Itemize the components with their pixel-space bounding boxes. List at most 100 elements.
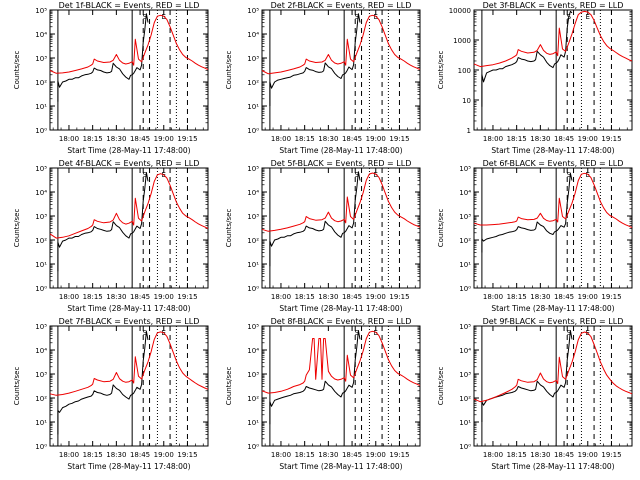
x-axis-label: Start Time (28-May-11 17:48:00) bbox=[491, 146, 614, 155]
y-tick-label: 10¹ bbox=[35, 103, 47, 111]
x-axis-label: Start Time (28-May-11 17:48:00) bbox=[67, 462, 190, 471]
y-tick-label: 10⁴ bbox=[35, 31, 47, 39]
y-tick-label: 10⁵ bbox=[35, 165, 47, 173]
x-tick-label: 18:45 bbox=[342, 451, 362, 459]
plot-frame bbox=[261, 325, 421, 447]
interval-marker-label: E bbox=[586, 171, 590, 179]
y-tick-label: 10² bbox=[35, 395, 47, 403]
x-axis-label: Start Time (28-May-11 17:48:00) bbox=[67, 304, 190, 313]
x-tick-label: 18:45 bbox=[342, 293, 362, 301]
x-tick-label: 19:15 bbox=[601, 135, 621, 143]
series-events-line bbox=[269, 13, 361, 106]
y-tick-label: 10⁴ bbox=[35, 347, 47, 355]
x-tick-label: 18:15 bbox=[83, 451, 103, 459]
panel-1: Det 1f-BLACK = Events, RED = LLD Counts/s… bbox=[13, 1, 209, 155]
panel-title: Det 8f-BLACK = Events, RED = LLD bbox=[271, 317, 412, 326]
x-tick-label: 19:15 bbox=[177, 135, 197, 143]
interval-marker-label: E bbox=[162, 13, 166, 21]
x-tick-label: 18:45 bbox=[342, 135, 362, 143]
y-axis-label: Counts/sec bbox=[225, 367, 233, 406]
plot-frame bbox=[261, 167, 421, 289]
panel-title: Det 7f-BLACK = Events, RED = LLD bbox=[59, 317, 200, 326]
panel-2: Det 2f-BLACK = Events, RED = LLD Counts/s… bbox=[225, 1, 421, 155]
y-tick-label: 10⁴ bbox=[247, 31, 259, 39]
panel-title: Det 4f-BLACK = Events, RED = LLD bbox=[59, 159, 200, 168]
panel-3: Det 3f-BLACK = Events, RED = LLD Counts/s… bbox=[437, 1, 633, 155]
interval-marker-label: S bbox=[567, 171, 572, 179]
interval-marker-label: S bbox=[355, 171, 360, 179]
x-tick-label: 18:15 bbox=[507, 135, 527, 143]
interval-marker-label: S bbox=[143, 171, 148, 179]
y-tick-label: 10² bbox=[247, 395, 259, 403]
panel-6: Det 6f-BLACK = Events, RED = LLD Counts/s… bbox=[437, 159, 633, 313]
y-tick-label: 10⁵ bbox=[459, 165, 471, 173]
y-tick-label: 10⁰ bbox=[247, 127, 259, 135]
panel-title: Det 3f-BLACK = Events, RED = LLD bbox=[483, 1, 624, 10]
interval-marker-label: S bbox=[355, 13, 360, 21]
y-tick-label: 10000 bbox=[449, 7, 471, 15]
y-axis-label: Counts/sec bbox=[13, 367, 21, 406]
x-tick-label: 18:15 bbox=[83, 135, 103, 143]
x-tick-label: 18:45 bbox=[130, 451, 150, 459]
series-lld-line bbox=[261, 330, 421, 394]
y-tick-label: 10⁰ bbox=[35, 285, 47, 293]
x-axis-label: Start Time (28-May-11 17:48:00) bbox=[491, 304, 614, 313]
x-tick-label: 18:00 bbox=[483, 451, 503, 459]
y-tick-label: 10⁰ bbox=[459, 285, 471, 293]
interval-marker-label: S bbox=[143, 329, 148, 337]
x-tick-label: 18:00 bbox=[271, 451, 291, 459]
panel-9: Det 9f-BLACK = Events, RED = LLD Counts/s… bbox=[437, 317, 633, 471]
y-tick-label: 10¹ bbox=[247, 261, 259, 269]
y-tick-label: 10⁰ bbox=[247, 285, 259, 293]
plot-frame bbox=[261, 9, 421, 131]
y-tick-label: 10⁵ bbox=[247, 165, 259, 173]
x-tick-label: 18:15 bbox=[83, 293, 103, 301]
y-tick-label: 10¹ bbox=[35, 419, 47, 427]
y-tick-label: 10⁴ bbox=[459, 189, 471, 197]
x-tick-label: 19:00 bbox=[578, 293, 598, 301]
x-tick-label: 18:00 bbox=[59, 135, 79, 143]
y-axis-label: Counts/sec bbox=[437, 209, 445, 248]
x-axis-label: Start Time (28-May-11 17:48:00) bbox=[279, 304, 402, 313]
x-tick-label: 19:15 bbox=[601, 451, 621, 459]
interval-marker-label: S bbox=[355, 329, 360, 337]
interval-marker-label: S bbox=[567, 329, 572, 337]
y-tick-label: 10⁰ bbox=[459, 443, 471, 451]
y-tick-label: 10³ bbox=[35, 213, 47, 221]
series-lld-line bbox=[473, 172, 633, 229]
series-lld-line bbox=[49, 14, 209, 74]
x-tick-label: 18:00 bbox=[271, 135, 291, 143]
x-axis-label: Start Time (28-May-11 17:48:00) bbox=[279, 462, 402, 471]
series-events-line bbox=[57, 172, 149, 272]
panel-5: Det 5f-BLACK = Events, RED = LLD Counts/s… bbox=[225, 159, 421, 313]
x-tick-label: 18:30 bbox=[530, 293, 550, 301]
x-tick-label: 18:45 bbox=[554, 135, 574, 143]
x-axis-label: Start Time (28-May-11 17:48:00) bbox=[67, 146, 190, 155]
panel-4: Det 4f-BLACK = Events, RED = LLD Counts/s… bbox=[13, 159, 209, 313]
y-tick-label: 10⁰ bbox=[35, 443, 47, 451]
series-lld-line bbox=[49, 173, 209, 239]
x-tick-label: 18:15 bbox=[507, 293, 527, 301]
panel-title: Det 1f-BLACK = Events, RED = LLD bbox=[59, 1, 200, 10]
x-tick-label: 18:30 bbox=[106, 451, 126, 459]
x-tick-label: 19:00 bbox=[154, 135, 174, 143]
y-tick-label: 10⁴ bbox=[247, 347, 259, 355]
y-axis-label: Counts/sec bbox=[437, 367, 445, 406]
panel-8: Det 8f-BLACK = Events, RED = LLD Counts/s… bbox=[225, 317, 421, 471]
series-lld-line bbox=[49, 331, 209, 396]
x-tick-label: 19:00 bbox=[578, 451, 598, 459]
y-tick-label: 10¹ bbox=[247, 103, 259, 111]
y-tick-label: 10² bbox=[247, 237, 259, 245]
y-tick-label: 10¹ bbox=[459, 419, 471, 427]
x-tick-label: 18:30 bbox=[530, 135, 550, 143]
x-tick-label: 19:00 bbox=[154, 451, 174, 459]
x-tick-label: 19:00 bbox=[366, 293, 386, 301]
x-tick-label: 19:00 bbox=[578, 135, 598, 143]
x-tick-label: 18:30 bbox=[106, 293, 126, 301]
y-axis-label: Counts/sec bbox=[225, 209, 233, 248]
x-tick-label: 19:15 bbox=[389, 451, 409, 459]
y-axis-label: Counts/sec bbox=[13, 209, 21, 248]
x-tick-label: 18:15 bbox=[295, 451, 315, 459]
x-tick-label: 19:15 bbox=[177, 451, 197, 459]
